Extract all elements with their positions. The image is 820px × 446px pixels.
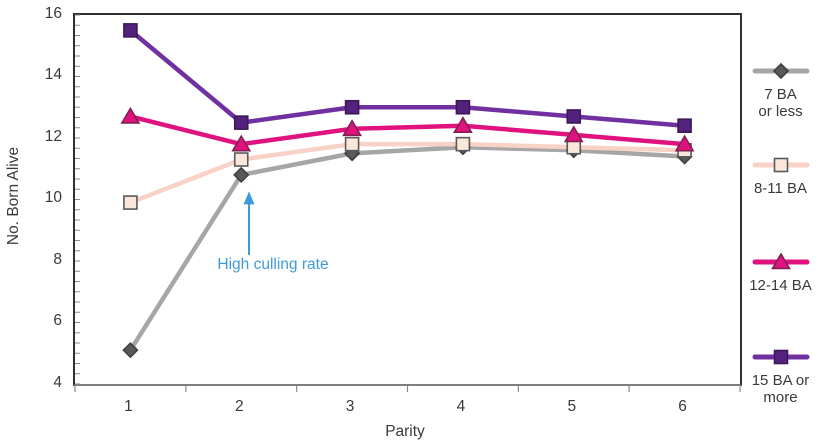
y-tick-label: 4: [53, 373, 62, 391]
data-point-marker: [453, 116, 473, 133]
y-tick-label: 10: [44, 189, 62, 206]
data-point-marker: [773, 157, 788, 173]
legend-marker: [752, 253, 809, 270]
series-line: [128, 141, 687, 205]
legend-item: 7 BA or less: [741, 62, 820, 120]
legend-marker: [752, 62, 809, 80]
data-point-marker: [123, 23, 138, 38]
data-point-marker: [566, 139, 582, 155]
data-point-marker: [123, 195, 138, 210]
data-point-marker: [566, 109, 582, 124]
y-tick-label: 12: [44, 127, 62, 145]
legend-marker: [752, 349, 809, 365]
data-point-marker: [344, 136, 360, 152]
y-tick-label: 14: [44, 66, 62, 83]
data-point-marker: [455, 136, 471, 152]
legend-item: 15 BA or more: [741, 348, 820, 406]
legend-label: 8-11 BA: [753, 180, 808, 197]
data-point-marker: [674, 134, 695, 152]
data-point-marker: [563, 125, 584, 143]
x-tick-label: 4: [456, 398, 466, 415]
data-point-marker: [773, 349, 788, 365]
x-tick-label: 5: [567, 398, 577, 415]
data-point-marker: [120, 106, 141, 124]
x-tick-label: 6: [678, 398, 687, 415]
y-tick-label: 6: [53, 312, 62, 329]
data-point-marker: [455, 99, 471, 115]
data-point-marker: [772, 62, 789, 80]
data-point-marker: [233, 115, 249, 130]
y-tick-label: 16: [44, 4, 62, 22]
legend-label: 7 BA or less: [758, 86, 803, 120]
legend-label: 15 BA or more: [751, 372, 810, 406]
x-axis-title: Parity: [385, 423, 425, 440]
legend-item: 8-11 BA: [741, 156, 820, 197]
plot-area: [73, 13, 742, 392]
annotation-text: High culling rate: [217, 256, 329, 273]
series-line: [128, 144, 687, 353]
legend-label: 12-14 BA: [749, 277, 812, 294]
data-point-marker: [233, 166, 250, 184]
legend: 7 BA or less 8-11 BA 12-14 BA 15 BA or more: [741, 13, 820, 413]
x-tick-label: 1: [124, 398, 133, 415]
annotation-arrow-head: [243, 191, 255, 205]
data-point-marker: [233, 152, 249, 167]
legend-item: 12-14 BA: [741, 253, 820, 294]
series-line: [128, 28, 687, 128]
x-tick-label: 3: [345, 398, 355, 415]
series-line: [128, 114, 687, 147]
x-tick-label: 2: [234, 398, 244, 415]
legend-marker: [752, 157, 809, 173]
data-point-marker: [677, 118, 692, 133]
plot-svg: [74, 14, 741, 392]
data-point-marker: [122, 342, 139, 359]
y-tick-label: 8: [53, 250, 62, 268]
data-point-marker: [344, 99, 360, 115]
data-point-marker: [231, 134, 252, 152]
data-point-marker: [342, 119, 362, 137]
data-point-marker: [770, 253, 791, 270]
